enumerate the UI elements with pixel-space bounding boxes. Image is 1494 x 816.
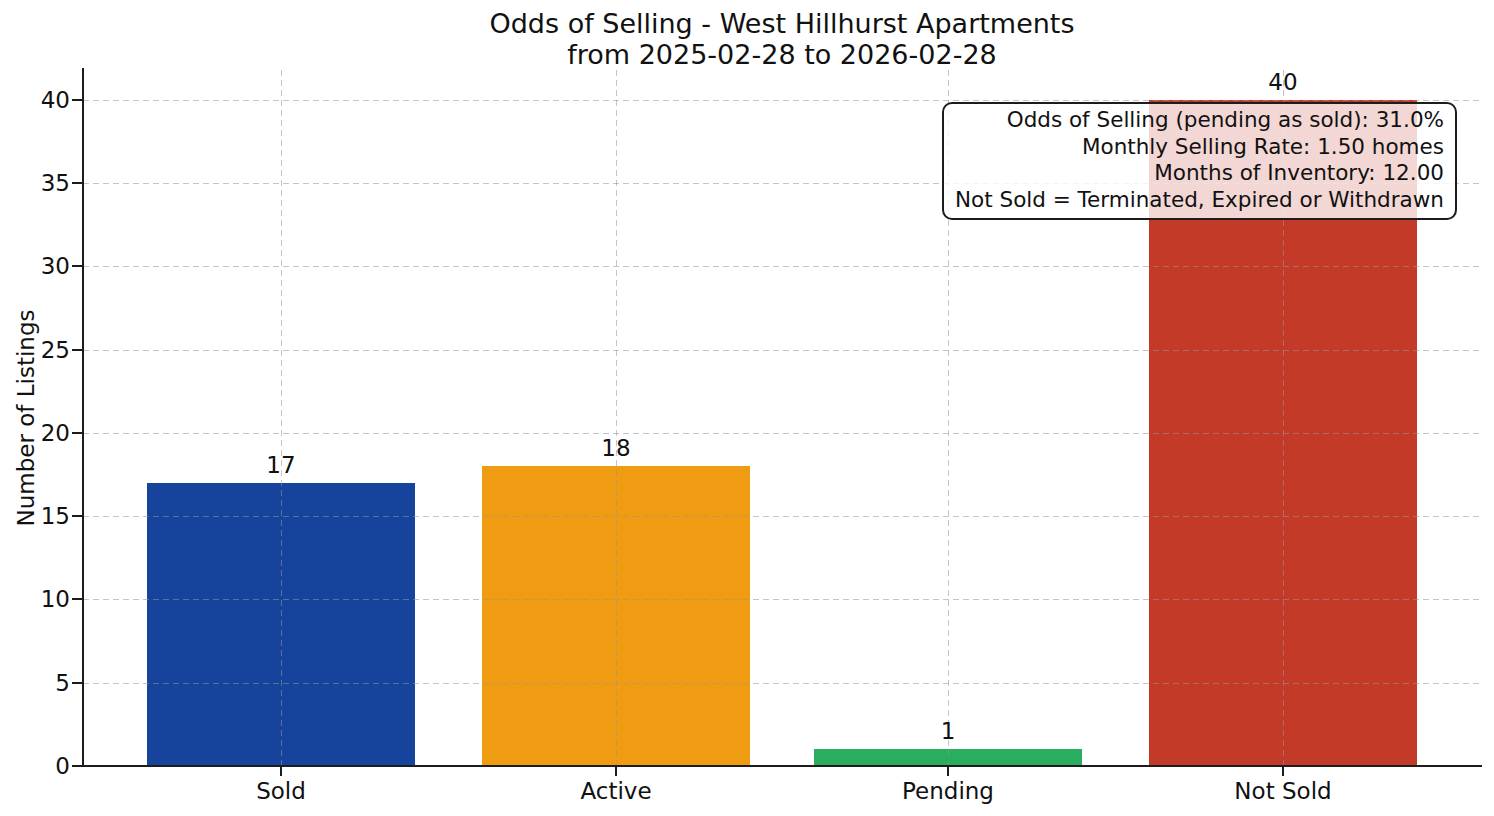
chart-title-line2: from 2025-02-28 to 2026-02-28 xyxy=(83,39,1481,70)
y-tick-mark-20 xyxy=(72,432,83,434)
y-tick-label-10: 10 xyxy=(0,586,70,612)
h-gridline-40 xyxy=(83,100,1481,101)
y-tick-mark-0 xyxy=(72,765,83,767)
x-tick-label-not-sold: Not Sold xyxy=(1234,778,1331,804)
x-tick-label-sold: Sold xyxy=(256,778,306,804)
bar-value-label-pending: 1 xyxy=(941,718,956,744)
y-tick-mark-35 xyxy=(72,182,83,184)
chart-title: Odds of Selling - West Hillhurst Apartme… xyxy=(83,8,1481,70)
h-gridline-30 xyxy=(83,266,1481,267)
y-tick-mark-25 xyxy=(72,349,83,351)
y-tick-label-40: 40 xyxy=(0,87,70,113)
x-tick-mark-sold xyxy=(280,767,282,776)
h-gridline-5 xyxy=(83,683,1481,684)
h-gridline-10 xyxy=(83,599,1481,600)
v-gridline-sold xyxy=(281,70,282,766)
annotation-box: Odds of Selling (pending as sold): 31.0%… xyxy=(942,102,1457,220)
y-tick-label-15: 15 xyxy=(0,503,70,529)
x-tick-label-pending: Pending xyxy=(902,778,994,804)
x-tick-mark-active xyxy=(615,767,617,776)
x-tick-mark-not-sold xyxy=(1282,767,1284,776)
y-tick-mark-10 xyxy=(72,598,83,600)
h-gridline-25 xyxy=(83,350,1481,351)
y-tick-mark-5 xyxy=(72,682,83,684)
h-gridline-15 xyxy=(83,516,1481,517)
y-tick-label-20: 20 xyxy=(0,420,70,446)
bar-value-label-active: 18 xyxy=(601,435,630,461)
annotation-line-monthly-rate: Monthly Selling Rate: 1.50 homes xyxy=(955,134,1444,161)
h-gridline-20 xyxy=(83,433,1481,434)
y-axis-spine xyxy=(82,68,84,767)
annotation-line-months-inventory: Months of Inventory: 12.00 xyxy=(955,160,1444,187)
y-tick-mark-15 xyxy=(72,515,83,517)
annotation-line-not-sold-definition: Not Sold = Terminated, Expired or Withdr… xyxy=(955,187,1444,214)
bar-value-label-sold: 17 xyxy=(266,452,295,478)
y-tick-label-35: 35 xyxy=(0,170,70,196)
y-tick-mark-30 xyxy=(72,265,83,267)
x-axis-spine xyxy=(82,765,1482,767)
x-tick-label-active: Active xyxy=(580,778,651,804)
y-tick-mark-40 xyxy=(72,99,83,101)
chart-root: Odds of Selling - West Hillhurst Apartme… xyxy=(0,0,1494,816)
chart-title-line1: Odds of Selling - West Hillhurst Apartme… xyxy=(83,8,1481,39)
y-tick-label-0: 0 xyxy=(0,753,70,779)
y-tick-label-5: 5 xyxy=(0,670,70,696)
y-tick-label-25: 25 xyxy=(0,337,70,363)
bar-value-label-not-sold: 40 xyxy=(1268,69,1297,95)
y-tick-label-30: 30 xyxy=(0,253,70,279)
v-gridline-active xyxy=(616,70,617,766)
annotation-line-odds: Odds of Selling (pending as sold): 31.0% xyxy=(955,107,1444,134)
x-tick-mark-pending xyxy=(947,767,949,776)
